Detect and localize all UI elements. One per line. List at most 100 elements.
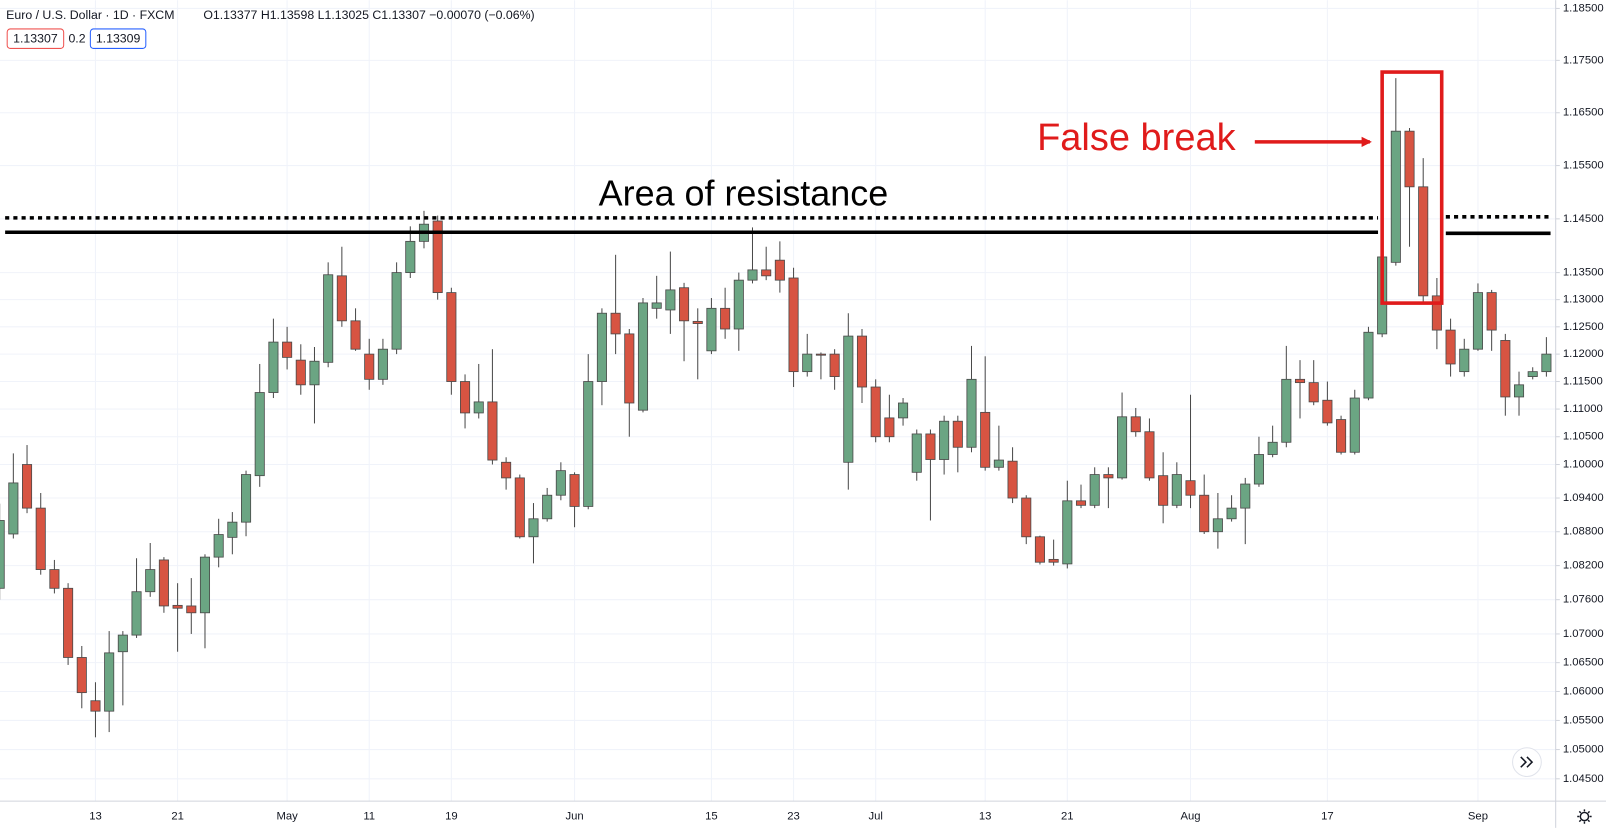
candle-body [1267,441,1278,455]
candle-body [254,392,265,477]
candle-body [172,604,183,609]
candle-body [843,335,854,463]
scroll-to-realtime-button[interactable] [1512,747,1542,777]
candle-body [911,433,922,473]
y-tick-label: 1.05000 [1563,744,1604,756]
candle-body [1144,431,1155,479]
y-tick-label: 1.05500 [1563,714,1604,726]
candle-body [336,275,347,322]
candle-body [583,381,594,507]
spread: 0.2 [68,31,85,45]
candle-body [1226,507,1237,520]
candle-body [993,459,1004,468]
candle-body [1199,494,1210,533]
scroll-button-icon [1520,756,1534,768]
candle-body [1431,295,1442,331]
candle-body [542,494,553,520]
x-tick-label: 11 [363,811,375,823]
candle-body [939,420,950,460]
candle-body [1500,340,1511,398]
candle-body [405,240,416,274]
gear-teeth [1577,809,1592,824]
candle-body [22,464,33,509]
candle-body [1185,480,1196,496]
candle-body [501,461,512,479]
candle-body [1308,382,1319,403]
candle-body [63,587,74,658]
candle-body [802,353,813,373]
candle-body [1349,397,1360,453]
candle-body [1513,384,1525,398]
candles [0,78,1552,738]
candle-body [637,302,649,411]
candle-body [1212,518,1223,533]
candle-body [104,652,115,712]
x-tick-label: Sep [1468,811,1488,823]
x-tick-label: Jun [565,811,583,823]
header: Euro / U.S. Dollar · 1D · FXCM O1.13377 … [6,8,535,49]
candle-body [720,307,731,330]
candle-body [1459,348,1470,373]
ask-box[interactable] [89,28,147,49]
candle-body [1048,558,1059,563]
y-tick-label: 1.12000 [1563,348,1604,360]
candle-body [35,507,46,570]
y-tick-label: 1.15500 [1563,160,1604,172]
y-tick-label: 1.08800 [1563,526,1604,538]
candle-body [1541,353,1552,373]
candle-body [966,378,977,448]
candle-body [186,605,197,614]
candle-body [364,353,375,380]
bid-box[interactable] [6,28,65,49]
candle-body [391,272,402,350]
settings-button[interactable] [1577,809,1592,824]
x-tick-label: 13 [979,811,992,823]
false-break-label: False break [1037,117,1236,159]
y-tick-label: 1.17500 [1563,54,1604,66]
candle-body [870,386,881,438]
candle-body [898,402,909,419]
candle-body [0,520,5,589]
ask-price: 1.13309 [96,31,141,45]
candle-body [569,474,580,507]
y-tick-label: 1.08200 [1563,560,1604,572]
y-tick-label: 1.11000 [1563,403,1603,415]
candle-body [665,289,676,311]
candle-body [1404,130,1415,188]
symbol-title: Euro / U.S. Dollar · 1D · FXCM [6,8,174,22]
candle-body [774,259,785,281]
gear-icon[interactable] [1579,811,1590,822]
y-tick-label: 1.12500 [1563,321,1604,333]
candle-body [282,341,293,358]
candle-body [76,657,87,694]
bid-price: 1.13307 [13,31,58,45]
candle-body [1253,454,1264,485]
candle-body [829,353,840,377]
candle-body [1322,399,1333,424]
y-tick-label: 1.13000 [1563,294,1604,306]
x-tick-label: 17 [1321,811,1334,823]
candle-body [884,417,895,438]
x-tick-label: 23 [787,811,800,823]
candle-body [761,269,772,277]
candle-body [446,292,457,382]
y-tick-label: 1.10000 [1563,458,1604,470]
candle-body [90,700,101,712]
y-tick-label: 1.11500 [1563,376,1603,388]
ohlc-values: O1.13377 H1.13598 L1.13025 C1.13307 −0.0… [203,8,534,22]
y-tick-label: 1.16500 [1563,107,1604,119]
x-tick-label: 15 [705,811,718,823]
candle-body [1472,292,1483,350]
x-tick-label: 19 [445,811,458,823]
candle-body [199,556,211,614]
candle-body [733,279,744,330]
candle-body [309,360,320,386]
candle-body [610,312,621,335]
candle-body [980,411,991,468]
candle-body [323,274,334,363]
candle-body [1281,378,1292,443]
candle-body [145,569,156,593]
candle-body [925,433,936,460]
